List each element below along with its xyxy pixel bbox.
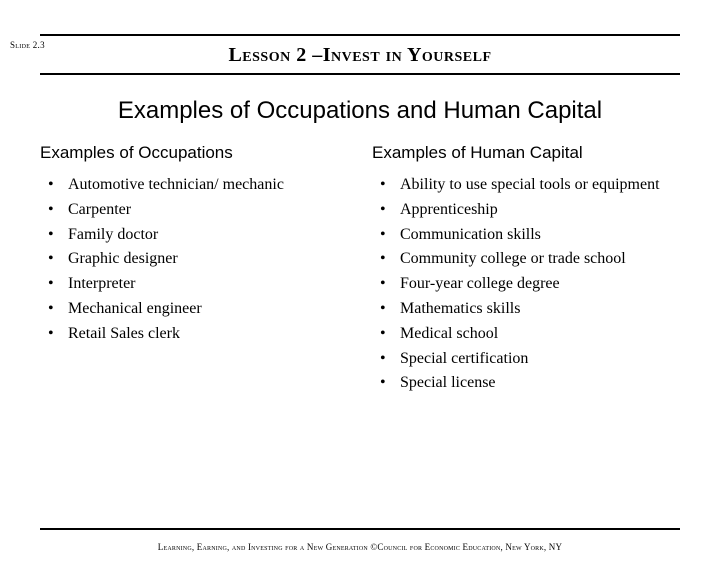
main-title: Examples of Occupations and Human Capita… — [40, 97, 680, 125]
list-item: Special certification — [378, 347, 680, 372]
content-columns: Examples of Occupations Automotive techn… — [40, 143, 680, 396]
list-item: Communication skills — [378, 223, 680, 248]
lesson-title: Lesson 2 –Invest in Yourself — [40, 42, 680, 73]
left-column: Examples of Occupations Automotive techn… — [40, 143, 348, 396]
list-item: Family doctor — [46, 223, 348, 248]
right-list: Ability to use special tools or equipmen… — [372, 173, 680, 396]
footer-rule — [40, 528, 680, 530]
list-item: Mechanical engineer — [46, 297, 348, 322]
left-heading: Examples of Occupations — [40, 143, 348, 163]
rule-bottom — [40, 73, 680, 75]
right-heading: Examples of Human Capital — [372, 143, 680, 163]
list-item: Special license — [378, 371, 680, 396]
list-item: Mathematics skills — [378, 297, 680, 322]
list-item: Carpenter — [46, 198, 348, 223]
list-item: Retail Sales clerk — [46, 322, 348, 347]
list-item: Four-year college degree — [378, 272, 680, 297]
header-block: Lesson 2 –Invest in Yourself — [40, 34, 680, 75]
list-item: Automotive technician/ mechanic — [46, 173, 348, 198]
rule-top — [40, 34, 680, 36]
list-item: Graphic designer — [46, 247, 348, 272]
list-item: Ability to use special tools or equipmen… — [378, 173, 680, 198]
left-list: Automotive technician/ mechanicCarpenter… — [40, 173, 348, 347]
footer-text: Learning, Earning, and Investing for a N… — [0, 542, 720, 552]
list-item: Medical school — [378, 322, 680, 347]
slide-number: Slide 2.3 — [10, 40, 45, 50]
list-item: Interpreter — [46, 272, 348, 297]
list-item: Apprenticeship — [378, 198, 680, 223]
right-column: Examples of Human Capital Ability to use… — [372, 143, 680, 396]
list-item: Community college or trade school — [378, 247, 680, 272]
